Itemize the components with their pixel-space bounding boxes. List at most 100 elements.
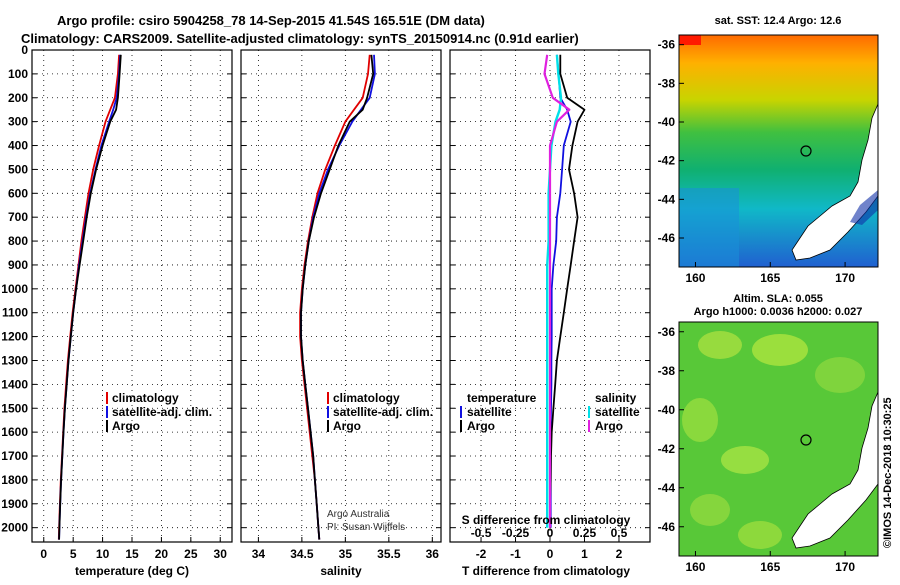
lat-tick-label: -38 xyxy=(658,76,676,90)
sla-map-frame xyxy=(678,321,879,557)
title-line-1: Argo profile: csiro 5904258_78 14-Sep-20… xyxy=(57,13,485,28)
s-tick-label: -0.5 xyxy=(471,526,492,540)
difference-x-axis: -2 -1 0 1 2 -0.5 -0.25 0 0.25 0.5 xyxy=(471,526,628,561)
x-tick-label: -2 xyxy=(476,547,487,561)
lat-tick-label: -44 xyxy=(658,192,676,206)
lat-tick-label: -46 xyxy=(658,520,676,534)
depth-tick-label: 1000 xyxy=(1,282,28,296)
legend-header-salinity: salinity xyxy=(595,391,637,405)
cool-patch xyxy=(679,188,739,267)
legend-label-climatology: climatology xyxy=(333,391,400,405)
temperature-legend: climatology satellite-adj. clim. Argo xyxy=(106,391,212,433)
depth-tick-label: 1600 xyxy=(1,425,28,439)
legend-label-satellite: satellite-adj. clim. xyxy=(112,405,212,419)
salinity-axis-label: salinity xyxy=(320,564,362,578)
argo-location-marker xyxy=(800,145,812,157)
lon-tick-label: 160 xyxy=(685,271,705,285)
depth-tick-label: 200 xyxy=(8,91,28,105)
series-s-satellite xyxy=(546,54,563,528)
depth-tick-label: 1900 xyxy=(1,497,28,511)
depth-tick-label: 1100 xyxy=(2,306,28,320)
s-tick-label: 0.25 xyxy=(573,526,597,540)
x-tick-label: 15 xyxy=(125,547,139,561)
series-climatology xyxy=(299,54,371,540)
s-tick-label: -0.25 xyxy=(502,526,530,540)
legend-label-t-argo: Argo xyxy=(467,419,495,433)
sla-blob xyxy=(815,357,865,393)
warm-patch xyxy=(679,35,701,45)
lon-tick-label: 160 xyxy=(685,560,705,574)
x-tick-label: 0 xyxy=(547,547,554,561)
sla-blob xyxy=(682,398,718,442)
x-tick-label: 36 xyxy=(426,547,440,561)
depth-tick-label: 1700 xyxy=(1,449,28,463)
depth-axis: 0 100 200 300 400 500 600 700 800 900 1000 1100 1200… xyxy=(1,43,28,535)
salinity-lines xyxy=(299,54,376,540)
temperature-axis-label: temperature (deg C) xyxy=(75,564,189,578)
title-line-2: Climatology: CARS2009. Satellite-adjuste… xyxy=(21,31,579,46)
depth-tick-label: 1400 xyxy=(1,377,28,391)
legend-label-s-argo: Argo xyxy=(595,419,623,433)
credit-line-2: PI: Susan Wijffels xyxy=(327,522,405,533)
x-tick-label: 34.5 xyxy=(290,547,314,561)
lat-tick-label: -46 xyxy=(658,231,676,245)
map-axes: -36 -38 -40 -42 -44 -46 160 165 170 -36 -38 -40 -42 -… xyxy=(658,38,856,574)
credit-line-1: Argo Australia xyxy=(327,509,390,520)
depth-tick-label: 1500 xyxy=(1,401,28,415)
depth-tick-label: 600 xyxy=(8,186,28,200)
sla-blob xyxy=(721,446,769,474)
salinity-panel-frame xyxy=(240,49,442,543)
lon-tick-label: 165 xyxy=(760,271,780,285)
series-satellite-adj-clim xyxy=(300,54,376,540)
legend-label-t-satellite: satellite xyxy=(467,405,512,419)
depth-tick-label: 300 xyxy=(8,115,28,129)
x-tick-label: 34 xyxy=(252,547,266,561)
temperature-x-axis: 0 5 10 15 20 25 30 xyxy=(40,537,227,561)
legend-label-argo: Argo xyxy=(112,419,140,433)
legend-label-climatology: climatology xyxy=(112,391,179,405)
salinity-x-axis: 34 34.5 35 35.5 36 xyxy=(252,537,440,561)
sla-blob xyxy=(690,494,730,526)
lon-tick-label: 165 xyxy=(760,560,780,574)
x-tick-label: 10 xyxy=(96,547,110,561)
east-cool-water xyxy=(850,190,878,225)
depth-tick-label: 0 xyxy=(21,43,28,57)
difference-legend: temperature salinity satellite Argo sate… xyxy=(460,391,640,433)
s-tick-label: 0.5 xyxy=(611,526,628,540)
x-tick-label: 0 xyxy=(40,547,47,561)
sla-map xyxy=(678,321,879,557)
sst-map-frame xyxy=(678,34,879,268)
legend-label-satellite: satellite-adj. clim. xyxy=(333,405,433,419)
depth-tick-label: 500 xyxy=(8,162,28,176)
copyright-label: ©IMOS 14-Dec-2018 10:30:25 xyxy=(882,397,894,548)
x-tick-label: 30 xyxy=(214,547,228,561)
depth-tick-label: 400 xyxy=(8,139,28,153)
sst-map-title: sat. SST: 12.4 Argo: 12.6 xyxy=(715,15,842,27)
sla-blob xyxy=(752,334,808,366)
sla-blob xyxy=(698,331,742,359)
sla-map-title-1: Altim. SLA: 0.055 xyxy=(733,293,823,305)
x-tick-label: 2 xyxy=(616,547,623,561)
lat-tick-label: -44 xyxy=(658,481,676,495)
temperature-lines xyxy=(57,54,122,540)
lat-tick-label: -42 xyxy=(658,442,676,456)
legend-label-s-satellite: satellite xyxy=(595,405,640,419)
depth-tick-label: 900 xyxy=(8,258,28,272)
lat-tick-label: -40 xyxy=(658,403,676,417)
x-tick-label: 35 xyxy=(339,547,353,561)
depth-tick-label: 1300 xyxy=(1,353,28,367)
sla-map-title-2: Argo h1000: 0.0036 h2000: 0.027 xyxy=(694,306,863,318)
depth-tick-label: 800 xyxy=(8,234,28,248)
series-climatology xyxy=(57,54,120,540)
x-tick-label: 25 xyxy=(184,547,198,561)
lon-tick-label: 170 xyxy=(835,271,855,285)
lon-tick-label: 170 xyxy=(835,560,855,574)
lat-tick-label: -36 xyxy=(658,325,676,339)
depth-tick-label: 100 xyxy=(8,67,28,81)
sla-blob xyxy=(738,521,782,549)
legend-header-temperature: temperature xyxy=(467,391,537,405)
depth-tick-label: 2000 xyxy=(1,521,28,535)
series-argo xyxy=(300,54,375,540)
